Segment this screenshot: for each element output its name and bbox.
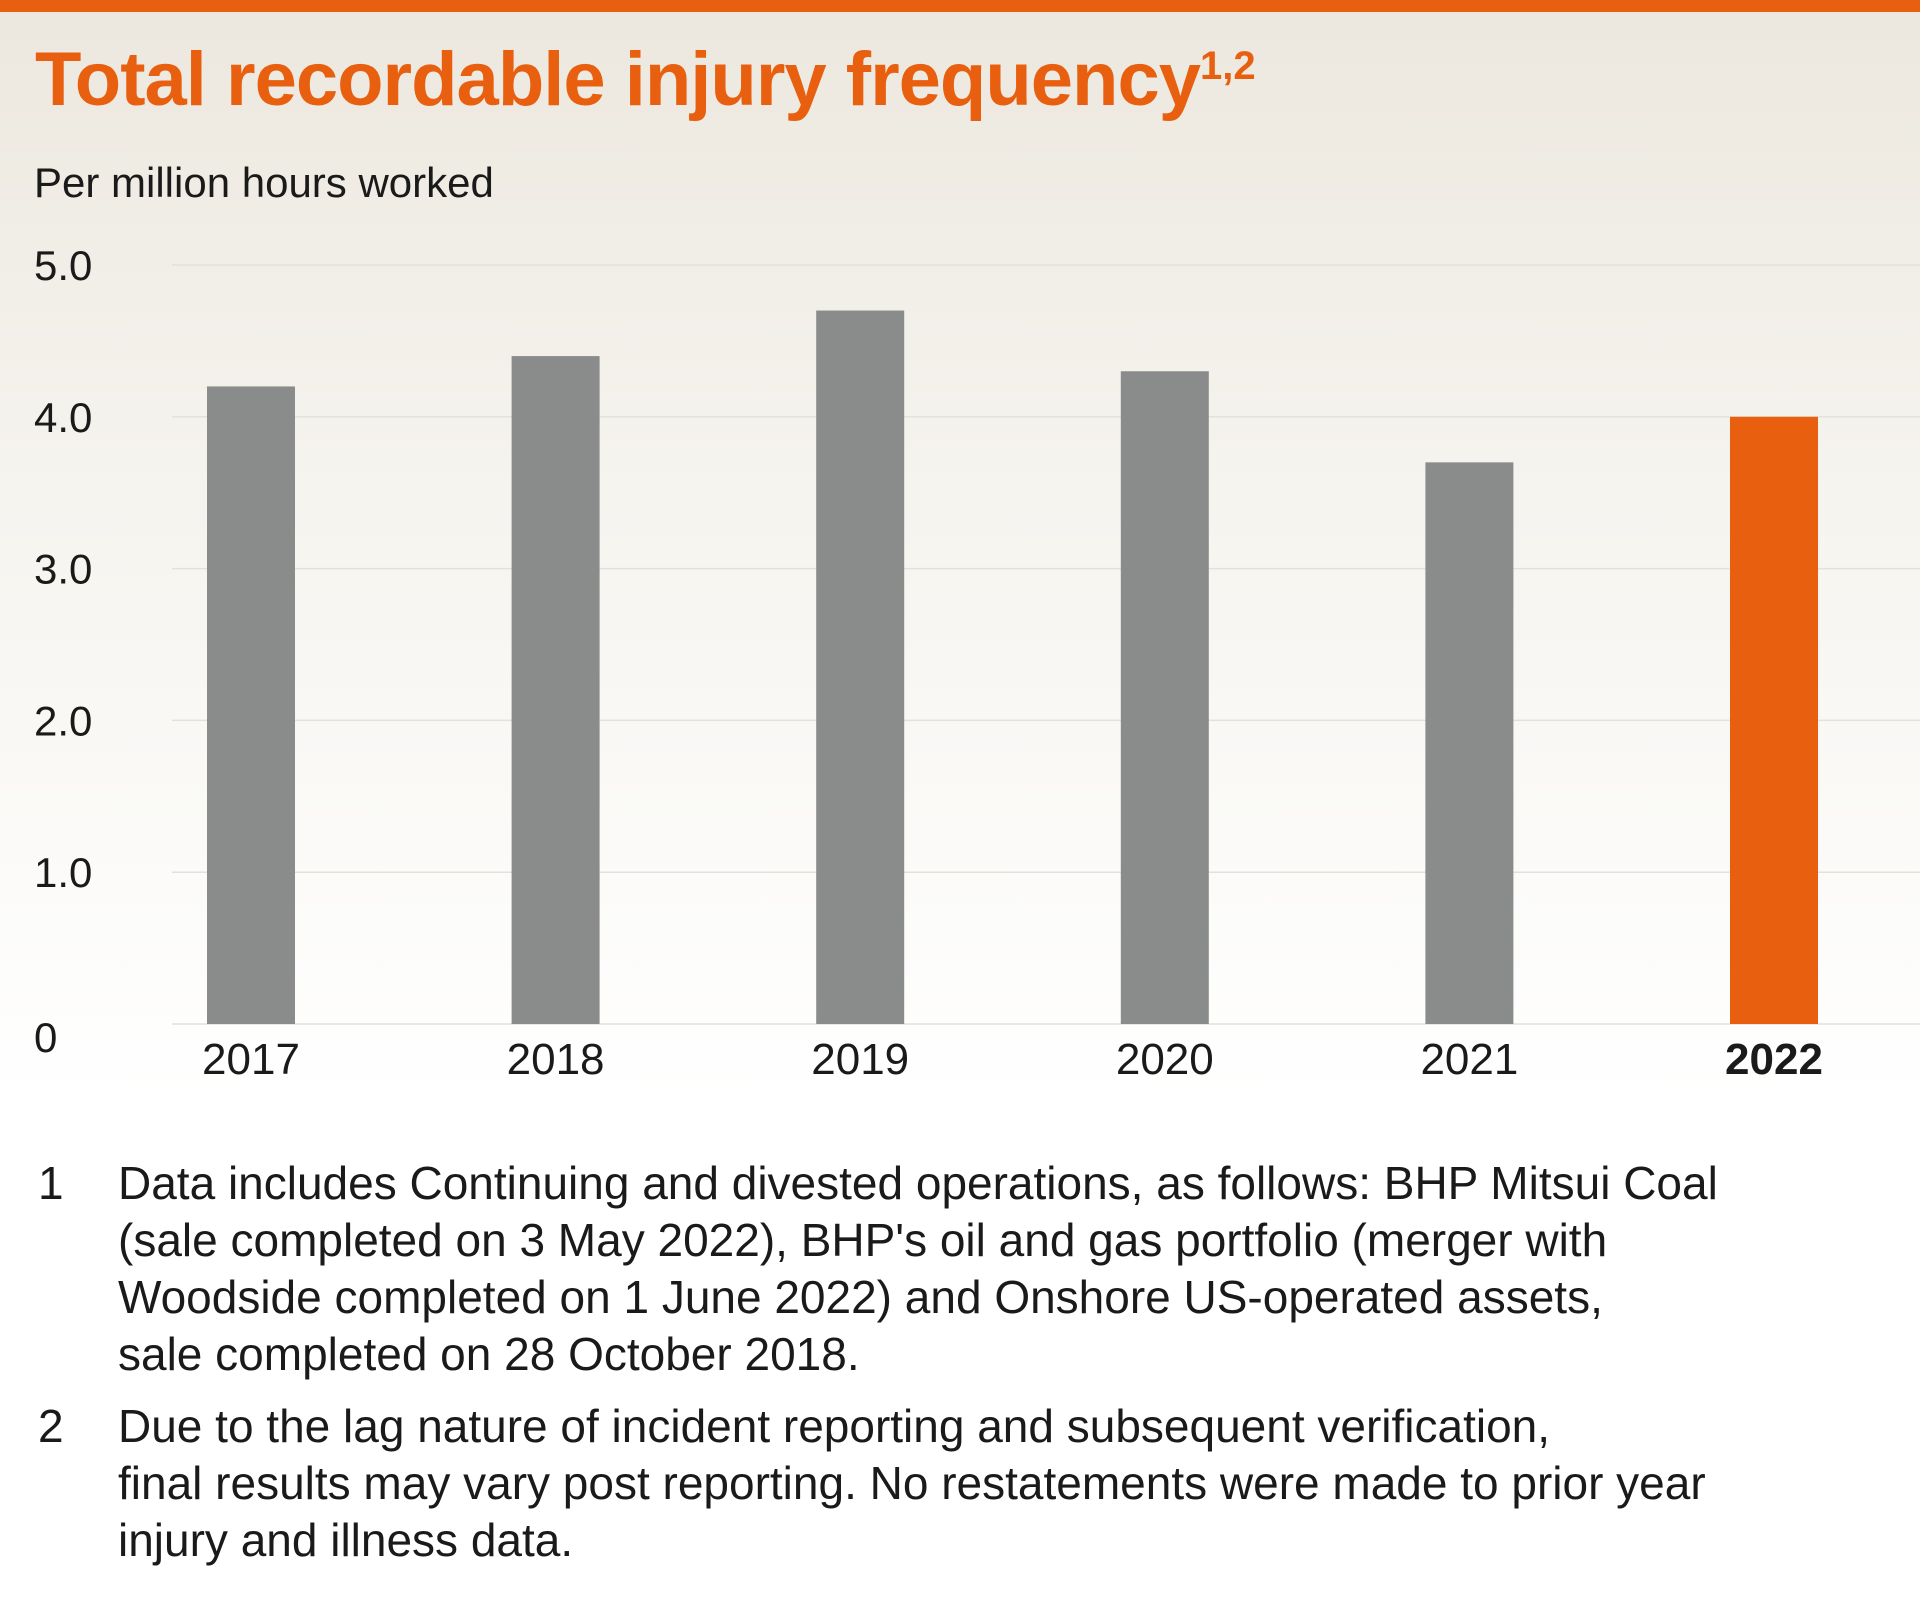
footnote-line: (sale completed on 3 May 2022), BHP's oi…: [118, 1214, 1608, 1266]
bar-2017: [207, 386, 295, 1024]
top-accent-rule: [0, 0, 1920, 12]
chart-title-text: Total recordable injury frequency: [35, 37, 1201, 122]
footnote-line: injury and illness data.: [118, 1514, 574, 1566]
x-axis-ticks: 2017 2018 2019 2020 2021 2022: [202, 1035, 1823, 1084]
footnote-text: Data includes Continuing and divested op…: [118, 1155, 1878, 1383]
footnote-line: final results may vary post reporting. N…: [118, 1457, 1706, 1509]
y-tick-label: 2.0: [34, 697, 92, 744]
footnote-line: Due to the lag nature of incident report…: [118, 1400, 1551, 1452]
x-tick-label: 2018: [507, 1035, 605, 1084]
x-tick-label: 2020: [1116, 1035, 1214, 1084]
y-axis-unit-label: Per million hours worked: [34, 159, 494, 206]
footnote-text: Due to the lag nature of incident report…: [118, 1398, 1878, 1569]
x-tick-label: 2019: [811, 1035, 909, 1084]
chart-title: Total recordable injury frequency1,2: [35, 42, 1256, 118]
y-tick-label: 3.0: [34, 546, 92, 593]
y-tick-label: 4.0: [34, 394, 92, 441]
bar-chart: 0 1.0 2.0 3.0 4.0 5.0 2017 2018 2019 2020 2021 202…: [34, 242, 1920, 1084]
footnote-line: Data includes Continuing and divested op…: [118, 1157, 1718, 1209]
x-tick-label: 2021: [1420, 1035, 1518, 1084]
footnote-number: 1: [38, 1157, 64, 1209]
bar-2019: [816, 310, 905, 1024]
chart-title-footnote-refs: 1,2: [1200, 44, 1256, 88]
bar-2020: [1120, 371, 1209, 1024]
bars: [207, 310, 1818, 1025]
y-tick-label: 1.0: [34, 849, 92, 896]
bar-2022: [1730, 416, 1818, 1024]
bar-2018: [511, 356, 600, 1025]
x-tick-label: 2022: [1725, 1035, 1823, 1084]
gridlines: [172, 264, 1920, 1025]
y-tick-label: 0: [34, 1014, 57, 1061]
bar-2021: [1425, 462, 1514, 1025]
y-axis-ticks: 0 1.0 2.0 3.0 4.0 5.0: [34, 242, 92, 1061]
footnote-line: Woodside completed on 1 June 2022) and O…: [118, 1271, 1603, 1323]
y-tick-label: 5.0: [34, 242, 92, 289]
footnote-number: 2: [38, 1400, 64, 1452]
footnote-line: sale completed on 28 October 2018.: [118, 1328, 860, 1380]
chart-panel-background: [0, 12, 1920, 1100]
x-tick-label: 2017: [202, 1035, 300, 1084]
